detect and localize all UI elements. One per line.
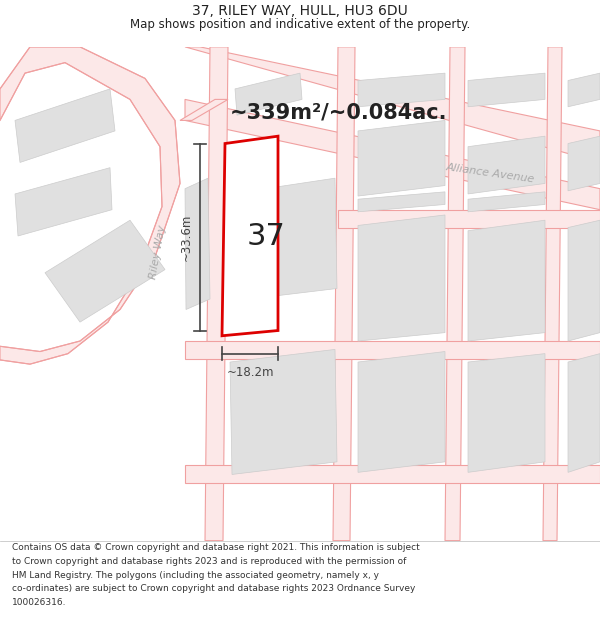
Polygon shape bbox=[205, 47, 228, 541]
Polygon shape bbox=[468, 192, 545, 212]
Polygon shape bbox=[468, 136, 545, 194]
Polygon shape bbox=[468, 73, 545, 107]
Text: Riley Way: Riley Way bbox=[148, 224, 167, 279]
Polygon shape bbox=[185, 99, 600, 210]
Polygon shape bbox=[568, 354, 600, 472]
Polygon shape bbox=[185, 465, 600, 483]
Polygon shape bbox=[358, 192, 445, 212]
Text: Map shows position and indicative extent of the property.: Map shows position and indicative extent… bbox=[130, 18, 470, 31]
Polygon shape bbox=[358, 73, 445, 107]
Text: ~33.6m: ~33.6m bbox=[179, 213, 193, 261]
Text: co-ordinates) are subject to Crown copyright and database rights 2023 Ordnance S: co-ordinates) are subject to Crown copyr… bbox=[12, 584, 415, 593]
Text: Contains OS data © Crown copyright and database right 2021. This information is : Contains OS data © Crown copyright and d… bbox=[12, 543, 420, 552]
Polygon shape bbox=[445, 47, 465, 541]
Polygon shape bbox=[358, 121, 445, 196]
Polygon shape bbox=[185, 178, 210, 309]
Polygon shape bbox=[358, 351, 445, 472]
Text: ~18.2m: ~18.2m bbox=[226, 366, 274, 379]
Text: Alliance Avenue: Alliance Avenue bbox=[445, 162, 535, 184]
Polygon shape bbox=[358, 215, 445, 341]
Text: HM Land Registry. The polygons (including the associated geometry, namely x, y: HM Land Registry. The polygons (includin… bbox=[12, 571, 379, 579]
Polygon shape bbox=[338, 210, 600, 227]
Polygon shape bbox=[568, 136, 600, 191]
Text: ~339m²/~0.084ac.: ~339m²/~0.084ac. bbox=[230, 102, 448, 122]
Polygon shape bbox=[235, 73, 302, 115]
Polygon shape bbox=[568, 220, 600, 341]
Polygon shape bbox=[230, 349, 337, 474]
Polygon shape bbox=[468, 220, 545, 341]
Text: to Crown copyright and database rights 2023 and is reproduced with the permissio: to Crown copyright and database rights 2… bbox=[12, 557, 406, 566]
Polygon shape bbox=[180, 99, 228, 121]
Polygon shape bbox=[185, 47, 600, 162]
Text: 37: 37 bbox=[247, 222, 285, 251]
Polygon shape bbox=[543, 47, 562, 541]
Polygon shape bbox=[230, 178, 337, 301]
Polygon shape bbox=[333, 47, 355, 541]
Text: 100026316.: 100026316. bbox=[12, 598, 67, 607]
Polygon shape bbox=[222, 136, 278, 336]
Text: 37, RILEY WAY, HULL, HU3 6DU: 37, RILEY WAY, HULL, HU3 6DU bbox=[192, 4, 408, 18]
Polygon shape bbox=[185, 341, 600, 359]
Polygon shape bbox=[0, 47, 180, 364]
Polygon shape bbox=[15, 168, 112, 236]
Polygon shape bbox=[45, 220, 165, 322]
Polygon shape bbox=[568, 73, 600, 107]
Polygon shape bbox=[15, 89, 115, 162]
Polygon shape bbox=[468, 354, 545, 472]
